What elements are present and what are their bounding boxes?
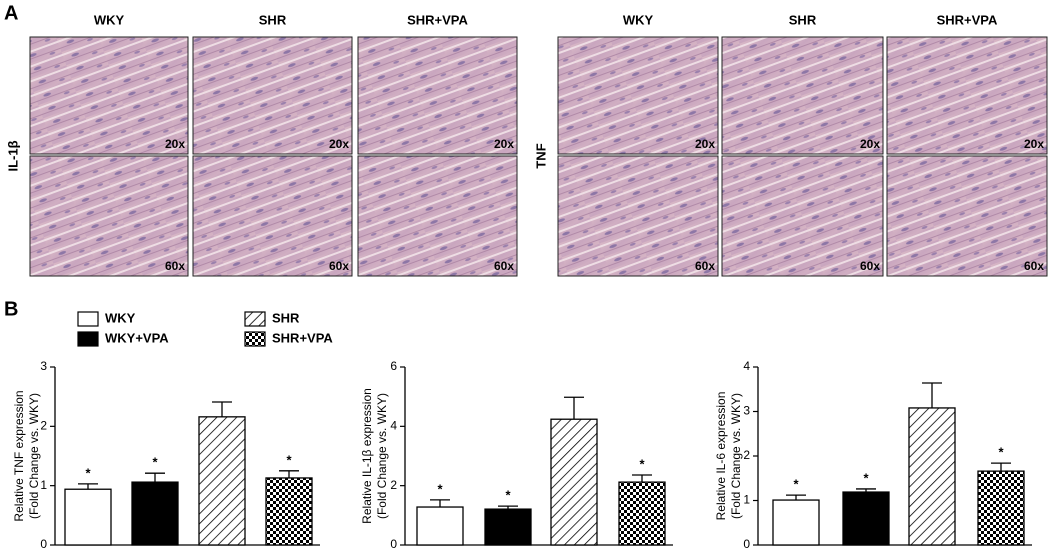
legend-label: SHR+VPA bbox=[272, 330, 333, 345]
histology-image bbox=[357, 36, 518, 155]
significance-marker: * bbox=[863, 470, 869, 485]
significance-marker: * bbox=[998, 445, 1004, 460]
bar bbox=[198, 416, 246, 546]
y-tick-label: 0 bbox=[390, 537, 397, 551]
bar bbox=[416, 506, 464, 546]
y-axis-label: Relative IL-6 expression bbox=[714, 392, 728, 521]
histology-image bbox=[721, 36, 884, 155]
stain-label: IL-1β bbox=[5, 140, 20, 171]
y-tick-label: 4 bbox=[743, 359, 750, 373]
y-tick-label: 3 bbox=[743, 404, 750, 418]
significance-marker: * bbox=[85, 465, 91, 480]
column-header: WKY bbox=[94, 12, 125, 27]
bar bbox=[550, 418, 598, 546]
histology-image bbox=[29, 36, 189, 155]
magnification: 20x bbox=[329, 137, 349, 151]
bar bbox=[484, 508, 532, 546]
y-axis-label: Relative IL-1β expression bbox=[360, 388, 374, 524]
y-axis-label: (Fold Change vs. WKY) bbox=[729, 393, 743, 519]
column-header: SHR bbox=[259, 12, 287, 27]
bar bbox=[908, 407, 956, 546]
bar bbox=[772, 499, 820, 546]
significance-marker: * bbox=[793, 477, 799, 492]
y-tick-label: 2 bbox=[40, 419, 47, 433]
stain-label: TNF bbox=[533, 143, 548, 168]
panel-label: B bbox=[4, 298, 18, 320]
column-header: WKY bbox=[623, 12, 654, 27]
column-header: SHR+VPA bbox=[407, 12, 468, 27]
magnification: 20x bbox=[1024, 137, 1044, 151]
y-tick-label: 1 bbox=[40, 478, 47, 492]
legend-swatch bbox=[77, 311, 99, 327]
y-tick-label: 4 bbox=[390, 419, 397, 433]
magnification: 60x bbox=[695, 259, 715, 273]
y-axis-label: (Fold Change vs. WKY) bbox=[27, 393, 41, 519]
significance-marker: * bbox=[437, 481, 443, 496]
magnification: 20x bbox=[165, 137, 185, 151]
histology-image bbox=[886, 155, 1048, 277]
legend-label: WKY+VPA bbox=[105, 330, 169, 345]
y-tick-label: 3 bbox=[40, 359, 47, 373]
magnification: 20x bbox=[695, 137, 715, 151]
legend-swatch bbox=[244, 311, 266, 327]
magnification: 60x bbox=[165, 259, 185, 273]
histology-image bbox=[357, 155, 518, 277]
histology-image bbox=[557, 155, 719, 277]
y-tick-label: 0 bbox=[743, 537, 750, 551]
y-axis-label: Relative TNF expression bbox=[12, 390, 26, 521]
magnification: 60x bbox=[494, 259, 514, 273]
histology-image bbox=[721, 155, 884, 277]
magnification: 20x bbox=[494, 137, 514, 151]
legend-label: SHR bbox=[272, 310, 300, 325]
significance-marker: * bbox=[505, 488, 511, 503]
magnification: 20x bbox=[860, 137, 880, 151]
y-tick-label: 2 bbox=[390, 478, 397, 492]
magnification: 60x bbox=[860, 259, 880, 273]
y-tick-label: 2 bbox=[743, 448, 750, 462]
bar bbox=[977, 470, 1025, 546]
legend-swatch bbox=[244, 331, 266, 347]
bar bbox=[265, 477, 313, 546]
column-header: SHR bbox=[789, 12, 817, 27]
y-tick-label: 1 bbox=[743, 493, 750, 507]
bar bbox=[842, 491, 890, 546]
histology-image bbox=[886, 36, 1048, 155]
histology-image bbox=[29, 155, 189, 277]
y-axis-label: (Fold Change vs. WKY) bbox=[375, 393, 389, 519]
magnification: 60x bbox=[329, 259, 349, 273]
significance-marker: * bbox=[639, 456, 645, 471]
histology-image bbox=[557, 36, 719, 155]
legend-swatch bbox=[77, 331, 99, 347]
y-tick-label: 0 bbox=[40, 537, 47, 551]
bar bbox=[618, 481, 666, 546]
significance-marker: * bbox=[286, 452, 292, 467]
y-tick-label: 6 bbox=[390, 359, 397, 373]
panel-label: A bbox=[4, 2, 18, 24]
legend-label: WKY bbox=[105, 310, 136, 325]
magnification: 60x bbox=[1024, 259, 1044, 273]
column-header: SHR+VPA bbox=[937, 12, 998, 27]
histology-image bbox=[192, 36, 353, 155]
significance-marker: * bbox=[152, 455, 158, 470]
bar bbox=[131, 481, 179, 546]
bar bbox=[64, 488, 112, 546]
histology-image bbox=[192, 155, 353, 277]
